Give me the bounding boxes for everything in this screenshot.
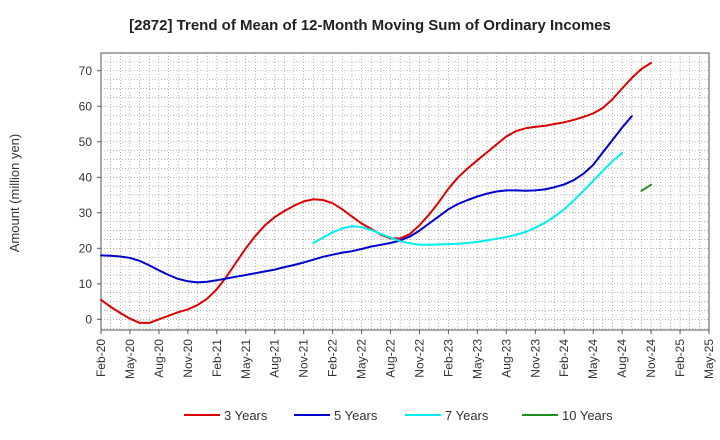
y-tick-label: 60 [79,99,93,113]
x-tick-label: May-21 [239,339,253,379]
series-lines [100,61,653,324]
x-tick-label: Nov-22 [412,339,426,378]
chart-title: [2872] Trend of Mean of 12-Month Moving … [129,17,611,34]
legend-label: 5 Years [334,408,378,423]
x-tick-label: Nov-23 [528,339,542,378]
x-tick-label: Aug-23 [499,339,513,378]
y-tick-label: 0 [85,312,92,326]
series-line-5-years [100,115,633,284]
y-axis-ticks: 0 10 20 30 40 50 60 70 [79,64,101,326]
x-tick-label: Aug-20 [152,339,166,378]
legend-label: 3 Years [224,408,268,423]
y-tick-label: 40 [79,170,93,184]
x-tick-label: May-20 [123,339,137,379]
x-tick-label: Feb-25 [673,339,687,377]
x-tick-label: Aug-24 [615,339,629,378]
x-tick-label: Nov-21 [297,339,311,378]
legend: 3 Years 5 Years 7 Years 10 Years [184,408,613,423]
legend-label: 7 Years [445,408,489,423]
y-axis-label: Amount (million yen) [7,134,22,253]
x-axis-ticks: Feb-20 May-20 Aug-20 Nov-20 Feb-21 May-21 Aug-… [94,330,716,379]
x-tick-label: Aug-21 [268,339,282,378]
y-tick-label: 50 [79,135,93,149]
series-line-10-years [640,183,653,192]
x-tick-label: May-22 [355,339,369,379]
legend-label: 10 Years [562,408,613,423]
y-tick-label: 20 [79,241,93,255]
x-tick-label: Nov-20 [181,339,195,378]
x-tick-label: Nov-24 [644,339,658,378]
x-tick-label: Feb-24 [557,339,571,377]
x-tick-label: May-25 [702,339,716,379]
x-tick-label: May-23 [470,339,484,379]
series-line-3-years [100,61,653,324]
x-tick-label: Feb-20 [94,339,108,377]
y-tick-label: 10 [79,277,93,291]
x-tick-label: Feb-22 [326,339,340,377]
x-tick-label: Aug-22 [384,339,398,378]
y-tick-label: 70 [79,64,93,78]
series-line-7-years [312,152,624,246]
plot-area [100,52,710,331]
y-tick-label: 30 [79,206,93,220]
gridlines [101,53,709,330]
x-tick-label: Feb-21 [210,339,224,377]
x-tick-label: May-24 [586,339,600,379]
x-tick-label: Feb-23 [441,339,455,377]
